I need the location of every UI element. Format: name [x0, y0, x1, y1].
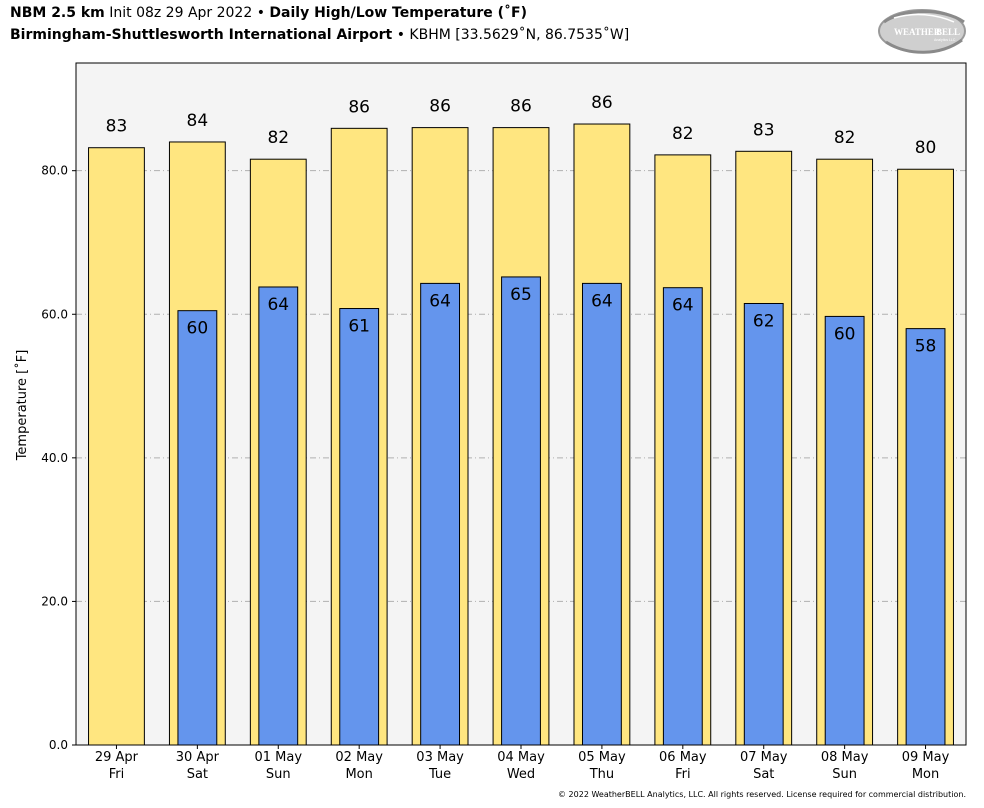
x-tick-label-date: 01 May — [254, 750, 302, 765]
high-temp-label: 80 — [915, 138, 937, 158]
low-temp-bar — [662, 287, 703, 746]
low-temp-label: 64 — [672, 296, 694, 316]
bullet: • — [256, 5, 265, 21]
bars — [88, 123, 954, 746]
x-tick-label-date: 03 May — [416, 750, 464, 765]
low-temp-label: 64 — [429, 291, 451, 311]
high-temp-label: 86 — [348, 97, 370, 117]
high-temp-label: 86 — [591, 93, 613, 113]
data-labels: 83 84 60 82 64 86 61 86 64 86 65 86 64 82 64 83 62 82 60 80… — [106, 93, 937, 357]
high-temp-bar — [88, 147, 145, 746]
high-temp-label: 82 — [834, 128, 856, 148]
chart-title-line-2: Birmingham-Shuttlesworth International A… — [10, 27, 629, 43]
x-tick-label-weekday: Fri — [675, 767, 691, 782]
high-temp-label: 83 — [753, 120, 775, 140]
low-temp-bar — [339, 308, 380, 746]
high-temp-label: 86 — [510, 97, 532, 117]
high-temp-label: 82 — [267, 128, 289, 148]
low-temp-bar — [177, 310, 218, 746]
x-tick-label-weekday: Wed — [507, 767, 535, 782]
y-tick-label: 0.0 — [49, 738, 68, 752]
high-temp-label: 86 — [429, 97, 451, 117]
chart-title-line-1: NBM 2.5 km Init 08z 29 Apr 2022 • Daily … — [10, 5, 527, 21]
low-temp-bar — [420, 282, 461, 746]
low-temp-label: 61 — [348, 317, 370, 337]
x-tick-label-weekday: Sat — [753, 767, 774, 782]
y-axis-label: Temperature [˚F] — [14, 350, 30, 462]
x-tick-label-weekday: Mon — [345, 767, 372, 782]
logo-subtext: Analytics LLC — [934, 38, 956, 42]
x-tick-label-weekday: Sun — [266, 767, 291, 782]
low-temp-bar — [824, 315, 865, 746]
low-temp-label: 65 — [510, 285, 532, 305]
x-tick-label-date: 09 May — [902, 750, 950, 765]
y-tick-label: 60.0 — [41, 307, 68, 321]
x-tick-label-date: 08 May — [821, 750, 869, 765]
x-tick-label-weekday: Sat — [187, 767, 208, 782]
low-temp-label: 64 — [591, 291, 613, 311]
low-temp-label: 60 — [834, 324, 856, 344]
high-temp-label: 82 — [672, 124, 694, 144]
copyright-notice: © 2022 WeatherBELL Analytics, LLC. All r… — [558, 790, 966, 799]
low-temp-label: 58 — [915, 337, 937, 357]
y-tick-label: 40.0 — [41, 451, 68, 465]
station-id: KBHM [33.5629˚N, 86.7535˚W] — [409, 27, 630, 43]
x-tick-label-date: 02 May — [335, 750, 383, 765]
low-temp-bar — [743, 302, 784, 746]
x-tick-label-date: 29 Apr — [95, 750, 139, 765]
x-tick-label-weekday: Mon — [912, 767, 939, 782]
y-tick-label: 20.0 — [41, 594, 68, 608]
x-tick-label-date: 30 Apr — [176, 750, 220, 765]
logo-text-bell: BELL — [936, 27, 960, 37]
low-temp-bar — [581, 282, 622, 746]
axes: 0.0 20.0 40.0 60.0 80.0 29 Apr Fri 30 Apr Sat 01 … — [41, 164, 949, 782]
x-tick-label-date: 04 May — [497, 750, 545, 765]
high-temp-label: 84 — [187, 111, 209, 131]
low-temp-bar — [905, 328, 946, 746]
x-tick-label-weekday: Fri — [109, 767, 125, 782]
logo-text-weather: WEATHER — [894, 27, 941, 37]
x-tick-label-date: 07 May — [740, 750, 788, 765]
y-tick-label: 80.0 — [41, 164, 68, 178]
model-name: NBM 2.5 km — [10, 5, 105, 21]
low-temp-bar — [258, 286, 299, 746]
low-temp-label: 60 — [187, 319, 209, 339]
low-temp-label: 64 — [267, 295, 289, 315]
x-tick-label-date: 06 May — [659, 750, 707, 765]
low-temp-bar — [501, 276, 541, 746]
high-temp-label: 83 — [106, 117, 128, 137]
x-tick-label-date: 05 May — [578, 750, 626, 765]
init-time: Init 08z 29 Apr 2022 — [109, 5, 253, 21]
x-tick-label-weekday: Thu — [589, 767, 614, 782]
x-tick-label-weekday: Tue — [428, 767, 451, 782]
station-name: Birmingham-Shuttlesworth International A… — [10, 27, 393, 43]
product-title: Daily High/Low Temperature (˚F) — [269, 5, 527, 21]
weatherbell-logo: WEATHER BELL Analytics LLC — [878, 9, 966, 54]
low-temp-label: 62 — [753, 311, 775, 331]
x-tick-label-weekday: Sun — [832, 767, 857, 782]
bullet: • — [396, 27, 405, 43]
